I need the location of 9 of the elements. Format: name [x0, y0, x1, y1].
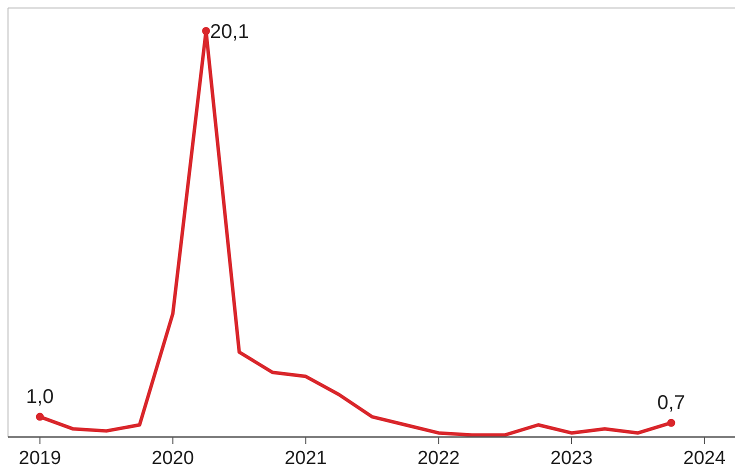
data-label: 1,0	[26, 386, 54, 408]
x-tick-label: 2021	[284, 448, 327, 469]
x-tick-label: 2020	[152, 448, 194, 469]
data-label: 0,7	[657, 392, 686, 414]
x-tick-label: 2023	[550, 448, 593, 469]
x-tick-label: 2024	[683, 448, 726, 469]
x-tick-label: 2022	[417, 448, 460, 469]
data-label: 20,1	[210, 21, 249, 43]
x-tick-label: 2019	[18, 448, 62, 469]
